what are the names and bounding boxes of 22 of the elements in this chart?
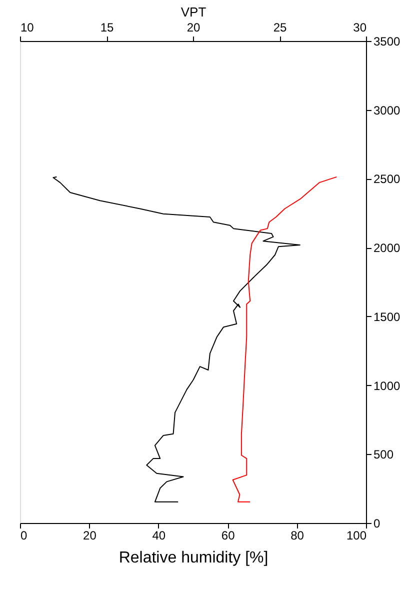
y-tick-label: 2500 [374, 172, 401, 186]
x-tick-label: 0 [20, 528, 28, 542]
x-tick-label: 20 [83, 528, 97, 542]
x-tick-label: 80 [290, 528, 304, 542]
y-tick-label: 0 [374, 516, 380, 530]
x-tick-label: 60 [221, 528, 236, 542]
x2-tick-label: 20 [186, 20, 200, 34]
x2-tick-label: 30 [353, 20, 367, 34]
y-tick-label: 3000 [374, 103, 401, 118]
line-series [52, 176, 300, 502]
y-tick-label: 1000 [374, 378, 401, 393]
x2-tick-label: 15 [100, 20, 114, 34]
y-tick-label: 3500 [374, 34, 401, 48]
x2-axis-title: VPT [180, 4, 206, 20]
x-tick-label: 40 [152, 528, 166, 542]
y-tick-label: 500 [374, 448, 394, 462]
y-tick-label: 2000 [374, 241, 401, 256]
y-tick-label: 1500 [374, 310, 401, 324]
x-tick-label: 100 [346, 528, 367, 542]
x-axis-title: Relative humidity [%] [118, 550, 268, 566]
x2-tick-label: 10 [20, 20, 34, 34]
x2-tick-label: 25 [273, 20, 287, 34]
